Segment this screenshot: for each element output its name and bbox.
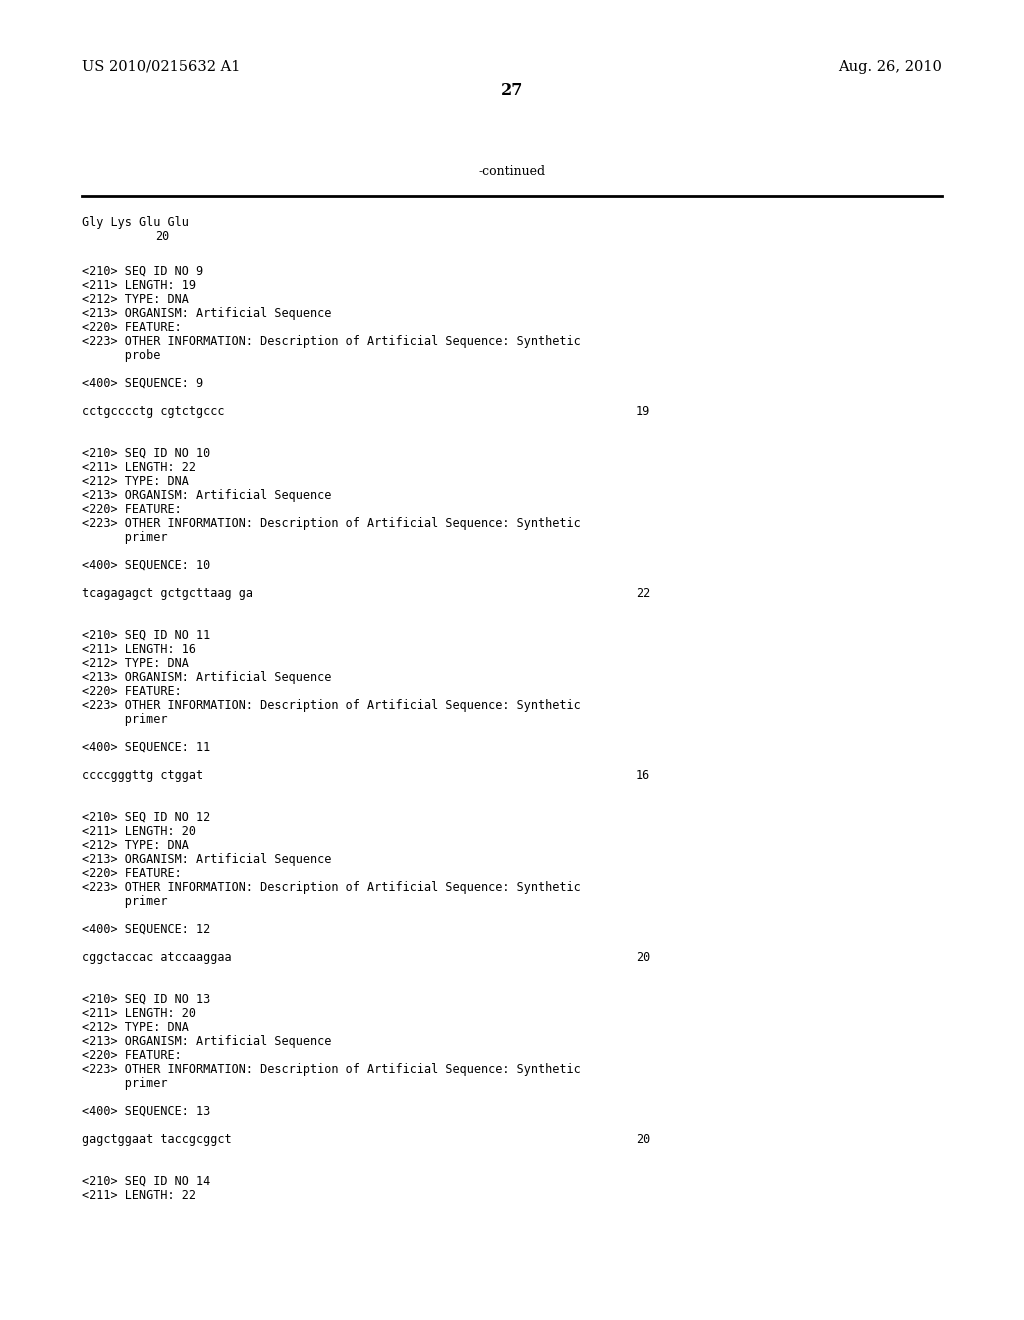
- Text: <213> ORGANISM: Artificial Sequence: <213> ORGANISM: Artificial Sequence: [82, 488, 332, 502]
- Text: <210> SEQ ID NO 14: <210> SEQ ID NO 14: [82, 1175, 210, 1188]
- Text: <220> FEATURE:: <220> FEATURE:: [82, 1049, 181, 1063]
- Text: <213> ORGANISM: Artificial Sequence: <213> ORGANISM: Artificial Sequence: [82, 308, 332, 319]
- Text: <212> TYPE: DNA: <212> TYPE: DNA: [82, 657, 188, 671]
- Text: <210> SEQ ID NO 9: <210> SEQ ID NO 9: [82, 265, 203, 279]
- Text: <211> LENGTH: 20: <211> LENGTH: 20: [82, 825, 196, 838]
- Text: 27: 27: [501, 82, 523, 99]
- Text: tcagagagct gctgcttaag ga: tcagagagct gctgcttaag ga: [82, 587, 253, 601]
- Text: <223> OTHER INFORMATION: Description of Artificial Sequence: Synthetic: <223> OTHER INFORMATION: Description of …: [82, 880, 581, 894]
- Text: <212> TYPE: DNA: <212> TYPE: DNA: [82, 840, 188, 851]
- Text: primer: primer: [82, 1077, 168, 1090]
- Text: <210> SEQ ID NO 11: <210> SEQ ID NO 11: [82, 630, 210, 642]
- Text: <210> SEQ ID NO 13: <210> SEQ ID NO 13: [82, 993, 210, 1006]
- Text: <213> ORGANISM: Artificial Sequence: <213> ORGANISM: Artificial Sequence: [82, 853, 332, 866]
- Text: <211> LENGTH: 19: <211> LENGTH: 19: [82, 279, 196, 292]
- Text: 20: 20: [155, 230, 169, 243]
- Text: 20: 20: [636, 950, 650, 964]
- Text: <223> OTHER INFORMATION: Description of Artificial Sequence: Synthetic: <223> OTHER INFORMATION: Description of …: [82, 335, 581, 348]
- Text: primer: primer: [82, 531, 168, 544]
- Text: <400> SEQUENCE: 13: <400> SEQUENCE: 13: [82, 1105, 210, 1118]
- Text: -continued: -continued: [478, 165, 546, 178]
- Text: primer: primer: [82, 713, 168, 726]
- Text: <211> LENGTH: 20: <211> LENGTH: 20: [82, 1007, 196, 1020]
- Text: <211> LENGTH: 22: <211> LENGTH: 22: [82, 461, 196, 474]
- Text: 16: 16: [636, 770, 650, 781]
- Text: <213> ORGANISM: Artificial Sequence: <213> ORGANISM: Artificial Sequence: [82, 1035, 332, 1048]
- Text: cctgcccctg cgtctgccc: cctgcccctg cgtctgccc: [82, 405, 224, 418]
- Text: <400> SEQUENCE: 11: <400> SEQUENCE: 11: [82, 741, 210, 754]
- Text: <220> FEATURE:: <220> FEATURE:: [82, 867, 181, 880]
- Text: Gly Lys Glu Glu: Gly Lys Glu Glu: [82, 216, 188, 228]
- Text: ccccgggttg ctggat: ccccgggttg ctggat: [82, 770, 203, 781]
- Text: <400> SEQUENCE: 10: <400> SEQUENCE: 10: [82, 558, 210, 572]
- Text: <212> TYPE: DNA: <212> TYPE: DNA: [82, 475, 188, 488]
- Text: 22: 22: [636, 587, 650, 601]
- Text: <220> FEATURE:: <220> FEATURE:: [82, 321, 181, 334]
- Text: <212> TYPE: DNA: <212> TYPE: DNA: [82, 293, 188, 306]
- Text: <223> OTHER INFORMATION: Description of Artificial Sequence: Synthetic: <223> OTHER INFORMATION: Description of …: [82, 700, 581, 711]
- Text: <213> ORGANISM: Artificial Sequence: <213> ORGANISM: Artificial Sequence: [82, 671, 332, 684]
- Text: probe: probe: [82, 348, 161, 362]
- Text: gagctggaat taccgcggct: gagctggaat taccgcggct: [82, 1133, 231, 1146]
- Text: <210> SEQ ID NO 10: <210> SEQ ID NO 10: [82, 447, 210, 459]
- Text: <400> SEQUENCE: 9: <400> SEQUENCE: 9: [82, 378, 203, 389]
- Text: <223> OTHER INFORMATION: Description of Artificial Sequence: Synthetic: <223> OTHER INFORMATION: Description of …: [82, 1063, 581, 1076]
- Text: <210> SEQ ID NO 12: <210> SEQ ID NO 12: [82, 810, 210, 824]
- Text: <220> FEATURE:: <220> FEATURE:: [82, 685, 181, 698]
- Text: <223> OTHER INFORMATION: Description of Artificial Sequence: Synthetic: <223> OTHER INFORMATION: Description of …: [82, 517, 581, 531]
- Text: 20: 20: [636, 1133, 650, 1146]
- Text: <220> FEATURE:: <220> FEATURE:: [82, 503, 181, 516]
- Text: <400> SEQUENCE: 12: <400> SEQUENCE: 12: [82, 923, 210, 936]
- Text: primer: primer: [82, 895, 168, 908]
- Text: 19: 19: [636, 405, 650, 418]
- Text: <211> LENGTH: 22: <211> LENGTH: 22: [82, 1189, 196, 1203]
- Text: US 2010/0215632 A1: US 2010/0215632 A1: [82, 59, 241, 74]
- Text: cggctaccac atccaaggaa: cggctaccac atccaaggaa: [82, 950, 231, 964]
- Text: Aug. 26, 2010: Aug. 26, 2010: [838, 59, 942, 74]
- Text: <212> TYPE: DNA: <212> TYPE: DNA: [82, 1020, 188, 1034]
- Text: <211> LENGTH: 16: <211> LENGTH: 16: [82, 643, 196, 656]
